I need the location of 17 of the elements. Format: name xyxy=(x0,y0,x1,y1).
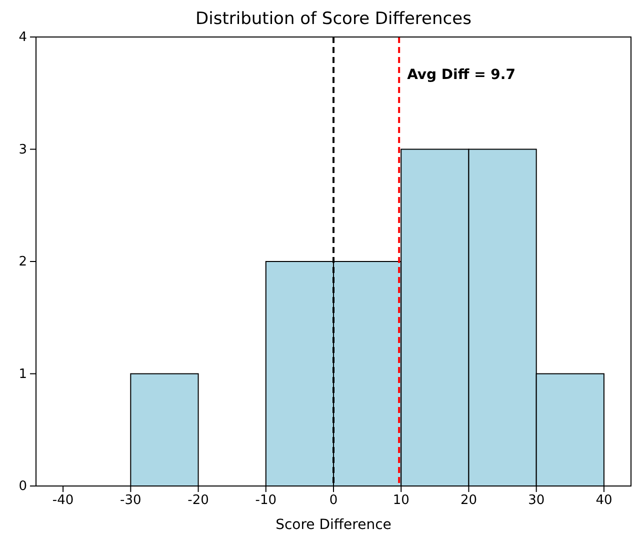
x-axis-title: Score Difference xyxy=(276,517,392,533)
x-tick-label: 20 xyxy=(460,493,477,508)
x-tick-label: 30 xyxy=(528,493,545,508)
x-tick-label: -30 xyxy=(120,493,142,508)
x-tick-label: -10 xyxy=(255,493,277,508)
x-tick-label: 40 xyxy=(596,493,612,508)
y-tick-label: 0 xyxy=(18,479,27,494)
chart-title: Distribution of Score Differences xyxy=(196,9,472,29)
y-tick-label: 1 xyxy=(18,366,27,382)
x-tick-label: -40 xyxy=(52,493,74,508)
ref-line-label: Avg Diff = 9.7 xyxy=(407,67,516,83)
x-tick-label: 0 xyxy=(329,493,338,508)
x-tick-label: 10 xyxy=(392,493,410,508)
y-tick-label: 3 xyxy=(18,142,27,158)
x-tick-label: -20 xyxy=(188,493,209,508)
y-tick-label: 2 xyxy=(18,254,27,270)
y-tick-label: 4 xyxy=(18,30,27,46)
